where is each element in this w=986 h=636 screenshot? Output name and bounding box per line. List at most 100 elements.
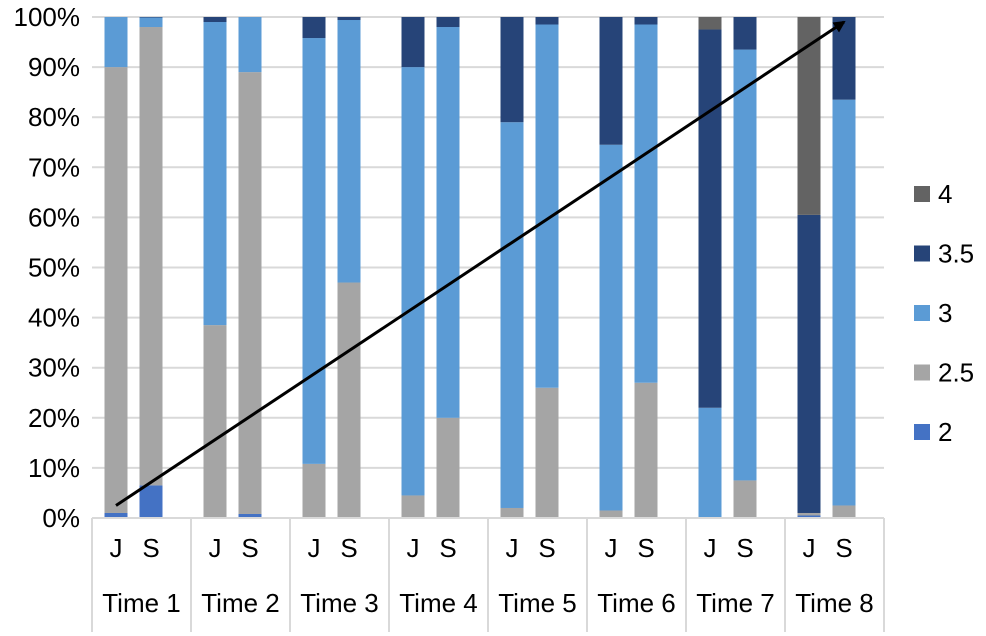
bar-segment-2-5 (238, 72, 262, 514)
y-axis-tick-labels: 0% 10% 20% 30% 40% 50% 60% 70% 80% 90% 100% (14, 2, 81, 533)
legend-label: 2 (938, 417, 952, 447)
bar-segment-2-5 (832, 505, 856, 518)
bar-segment-4 (797, 17, 821, 215)
bar-segment-2-5 (634, 382, 658, 518)
bar-segment-2-5 (535, 387, 559, 518)
legend-label: 3.5 (938, 239, 974, 269)
bar-segment-2-5 (500, 507, 524, 518)
bar-segment-3-5 (436, 17, 460, 28)
bar-segment-3-5 (203, 17, 227, 23)
bar-segment-2 (797, 515, 821, 518)
x-sub-category-label: S (340, 533, 357, 563)
trend-arrow (115, 20, 846, 507)
x-axis (91, 517, 885, 632)
bar-segment-3-5 (401, 17, 425, 68)
bar-segment-3-5 (832, 17, 856, 100)
legend: 4 3.5 3 2.5 2 (914, 179, 974, 447)
bar-segment-3-5 (337, 17, 361, 21)
legend-label: 2.5 (938, 358, 974, 388)
trend-arrow-annotation (115, 20, 846, 507)
bar-segment-2 (139, 485, 163, 518)
y-tick-label: 40% (28, 303, 80, 333)
bar-segment-3-5 (500, 17, 524, 123)
bar-segment-3-5 (139, 17, 163, 18)
bar-segment-2-5 (599, 510, 623, 518)
bar-segment-2-5 (203, 325, 227, 518)
x-sub-category-label: J (209, 533, 222, 563)
bar-segment-3 (302, 38, 326, 464)
bar-segment-3 (500, 122, 524, 508)
y-tick-label: 80% (28, 102, 80, 132)
bar-segment-3-5 (535, 17, 559, 25)
bar-segment-2-5 (733, 480, 757, 518)
x-axis-group-labels: Time 1 Time 2 Time 3 Time 4 Time 5 Time 6 Time… (102, 588, 874, 618)
bar-segment-3-5 (797, 214, 821, 513)
bar-segment-3-5 (302, 17, 326, 39)
x-group-label: Time 7 (696, 588, 775, 618)
y-tick-label: 90% (28, 52, 80, 82)
legend-swatch (914, 245, 930, 262)
y-tick-label: 60% (28, 202, 80, 232)
x-group-label: Time 5 (498, 588, 577, 618)
bar-segment-3-5 (599, 17, 623, 145)
bar-segment-3 (832, 99, 856, 506)
x-sub-category-label: S (637, 533, 654, 563)
x-group-label: Time 8 (795, 588, 874, 618)
bar-segment-3 (634, 24, 658, 383)
bar-segment-3 (599, 144, 623, 511)
x-sub-category-label: J (803, 533, 816, 563)
legend-swatch (914, 186, 930, 202)
bar-segment-2-5 (104, 67, 128, 513)
bar-segment-3-5 (634, 17, 658, 25)
x-sub-category-label: S (142, 533, 159, 563)
bar-segment-2-5 (401, 495, 425, 518)
x-group-label: Time 2 (201, 588, 280, 618)
y-tick-label: 100% (14, 2, 81, 32)
bar-segment-3 (203, 22, 227, 326)
bar-segment-4 (698, 17, 722, 30)
bar-segment-2-5 (302, 463, 326, 518)
x-sub-category-label: S (835, 533, 852, 563)
x-sub-category-label: S (439, 533, 456, 563)
bar-segment-2 (238, 513, 262, 518)
legend-swatch (914, 424, 930, 440)
x-sub-category-label: J (704, 533, 717, 563)
bar-segment-2 (104, 512, 128, 518)
bar-segment-3 (139, 17, 163, 28)
x-group-label: Time 6 (597, 588, 676, 618)
y-tick-label: 0% (42, 503, 80, 533)
x-group-label: Time 3 (300, 588, 379, 618)
x-group-label: Time 1 (102, 588, 181, 618)
x-sub-category-label: J (110, 533, 123, 563)
bar-segment-3 (698, 407, 722, 518)
bar-segment-3 (535, 24, 559, 388)
x-sub-category-label: S (538, 533, 555, 563)
y-tick-label: 50% (28, 253, 80, 283)
x-sub-category-label: J (605, 533, 618, 563)
bar-segment-3-5 (733, 17, 757, 50)
legend-swatch (914, 364, 930, 381)
bar-segment-2-5 (139, 27, 163, 486)
legend-label: 3 (938, 298, 952, 328)
legend-label: 4 (938, 179, 952, 209)
bar-segment-2-5 (337, 282, 361, 518)
x-sub-category-label: S (736, 533, 753, 563)
bar-segment-3 (436, 27, 460, 418)
bar-segment-2-5 (797, 512, 821, 516)
x-sub-category-label: J (506, 533, 519, 563)
legend-swatch (914, 305, 930, 321)
y-tick-label: 30% (28, 353, 80, 383)
x-group-label: Time 4 (399, 588, 478, 618)
bars (104, 17, 856, 518)
bar-segment-3 (104, 17, 128, 68)
bar-segment-3 (238, 17, 262, 73)
x-sub-category-label: J (407, 533, 420, 563)
bar-segment-2-5 (436, 417, 460, 518)
bar-segment-3 (337, 20, 361, 283)
x-sub-category-label: S (241, 533, 258, 563)
x-sub-category-label: J (308, 533, 321, 563)
bar-segment-3 (733, 49, 757, 481)
y-tick-label: 70% (28, 152, 80, 182)
